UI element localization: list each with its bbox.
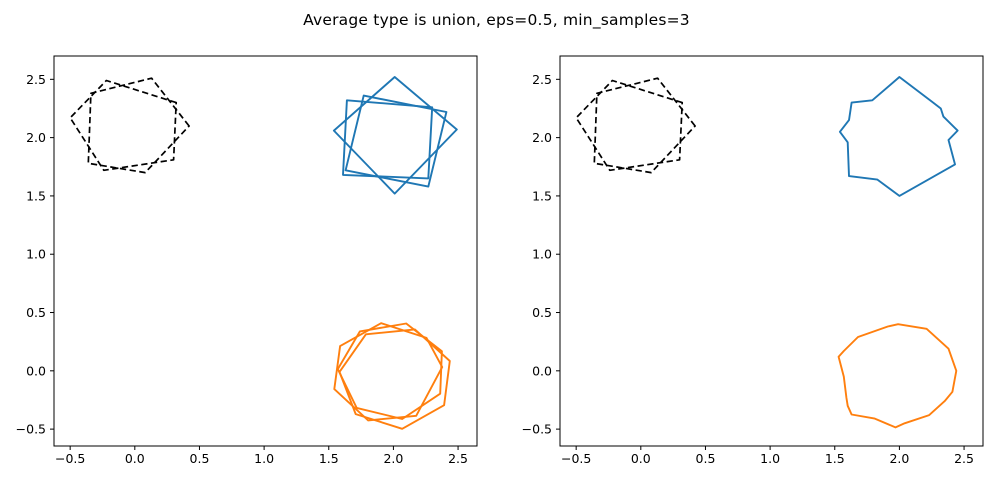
y-tick-label: 1.5 [26,188,46,203]
orange-heptagon-3 [336,322,443,420]
y-tick-label: 2.5 [532,72,552,87]
noise-pentagon-2 [69,79,178,172]
y-tick-label: 0.0 [532,363,552,378]
x-tick-label: 1.5 [825,451,845,466]
y-tick-label: 0.5 [532,305,552,320]
y-tick-label: 2.0 [26,130,46,145]
x-tick-label: −0.5 [55,451,85,466]
y-tick-label: 0.0 [26,363,46,378]
y-tick-label: 2.0 [532,130,552,145]
x-tick-label: 0.0 [631,451,651,466]
blue-square-1 [332,76,458,195]
axes-spine-union-average [559,55,984,447]
y-tick-label: 1.5 [532,188,552,203]
x-tick-label: 0.5 [696,451,716,466]
x-tick-label: 1.0 [760,451,780,466]
blue-square-3 [344,94,448,188]
x-tick-label: 1.5 [319,451,339,466]
y-tick-label: −0.5 [522,422,552,437]
blue-square-2 [342,99,434,180]
y-tick-label: 2.5 [26,72,46,87]
orange-union [837,323,958,429]
figure-title: Average type is union, eps=0.5, min_samp… [303,11,690,29]
blue-union [838,76,959,197]
y-tick-label: 0.5 [26,305,46,320]
x-tick-label: 2.5 [448,451,468,466]
x-tick-label: 0.5 [190,451,210,466]
noise-pentagon-1 [593,77,696,174]
noise-pentagon-1 [87,77,190,174]
y-tick-label: −0.5 [16,422,46,437]
y-tick-label: 1.0 [26,247,46,262]
axes-spine-input-polygons [53,55,478,447]
x-tick-label: 2.5 [954,451,974,466]
y-tick-label: 1.0 [532,247,552,262]
x-tick-label: −0.5 [561,451,591,466]
noise-pentagon-2 [575,79,684,172]
x-tick-label: 1.0 [254,451,274,466]
x-tick-label: 2.0 [383,451,403,466]
x-tick-label: 2.0 [889,451,909,466]
x-tick-label: 0.0 [125,451,145,466]
